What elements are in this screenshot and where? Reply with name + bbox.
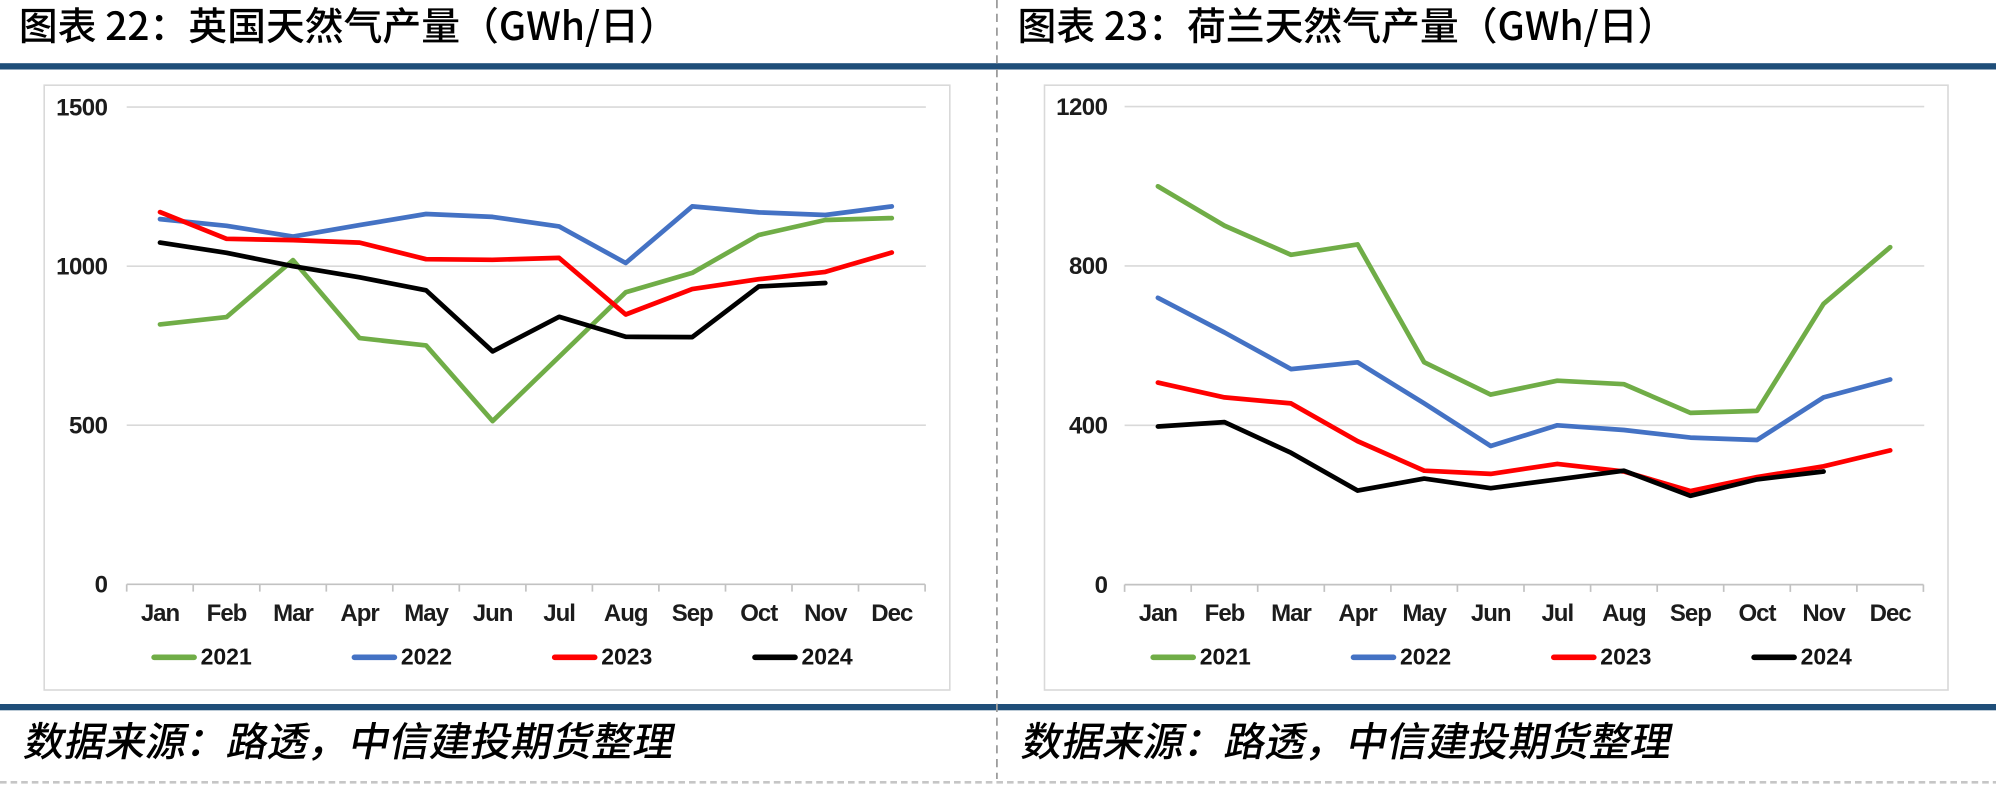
svg-text:500: 500	[69, 413, 108, 440]
svg-text:0: 0	[1095, 572, 1108, 599]
svg-text:Nov: Nov	[1802, 600, 1846, 627]
svg-text:1000: 1000	[56, 254, 108, 281]
svg-text:Sep: Sep	[1670, 600, 1711, 627]
svg-text:Feb: Feb	[207, 600, 247, 627]
svg-text:Jul: Jul	[543, 600, 575, 627]
svg-text:Jan: Jan	[1139, 600, 1178, 627]
svg-text:1200: 1200	[1056, 94, 1108, 121]
svg-text:Apr: Apr	[340, 600, 379, 627]
svg-text:2022: 2022	[1400, 643, 1451, 669]
svg-text:Jun: Jun	[1471, 600, 1511, 627]
svg-text:400: 400	[1069, 413, 1108, 440]
svg-text:2024: 2024	[802, 643, 853, 669]
svg-text:2023: 2023	[601, 643, 652, 669]
svg-text:0: 0	[95, 572, 108, 599]
svg-text:2021: 2021	[201, 643, 252, 669]
svg-text:Aug: Aug	[1602, 600, 1646, 627]
svg-text:1500: 1500	[56, 94, 108, 121]
svg-text:2022: 2022	[401, 643, 452, 669]
svg-text:Oct: Oct	[740, 600, 778, 627]
svg-text:Mar: Mar	[273, 600, 313, 627]
svg-text:Oct: Oct	[1738, 600, 1776, 627]
svg-text:Dec: Dec	[1870, 600, 1912, 627]
svg-text:Mar: Mar	[1271, 600, 1311, 627]
svg-text:May: May	[1402, 600, 1447, 627]
svg-text:Dec: Dec	[871, 600, 913, 627]
svg-text:Nov: Nov	[804, 600, 848, 627]
svg-text:Sep: Sep	[672, 600, 713, 627]
svg-text:May: May	[404, 600, 449, 627]
svg-text:2024: 2024	[1801, 643, 1852, 669]
svg-text:Jun: Jun	[473, 600, 513, 627]
svg-text:Apr: Apr	[1338, 600, 1377, 627]
svg-text:Feb: Feb	[1205, 600, 1245, 627]
svg-text:Jan: Jan	[141, 600, 180, 627]
svg-text:800: 800	[1069, 253, 1108, 280]
svg-text:Aug: Aug	[604, 600, 648, 627]
svg-text:2021: 2021	[1200, 643, 1251, 669]
svg-text:Jul: Jul	[1541, 600, 1573, 627]
svg-text:2023: 2023	[1600, 643, 1651, 669]
